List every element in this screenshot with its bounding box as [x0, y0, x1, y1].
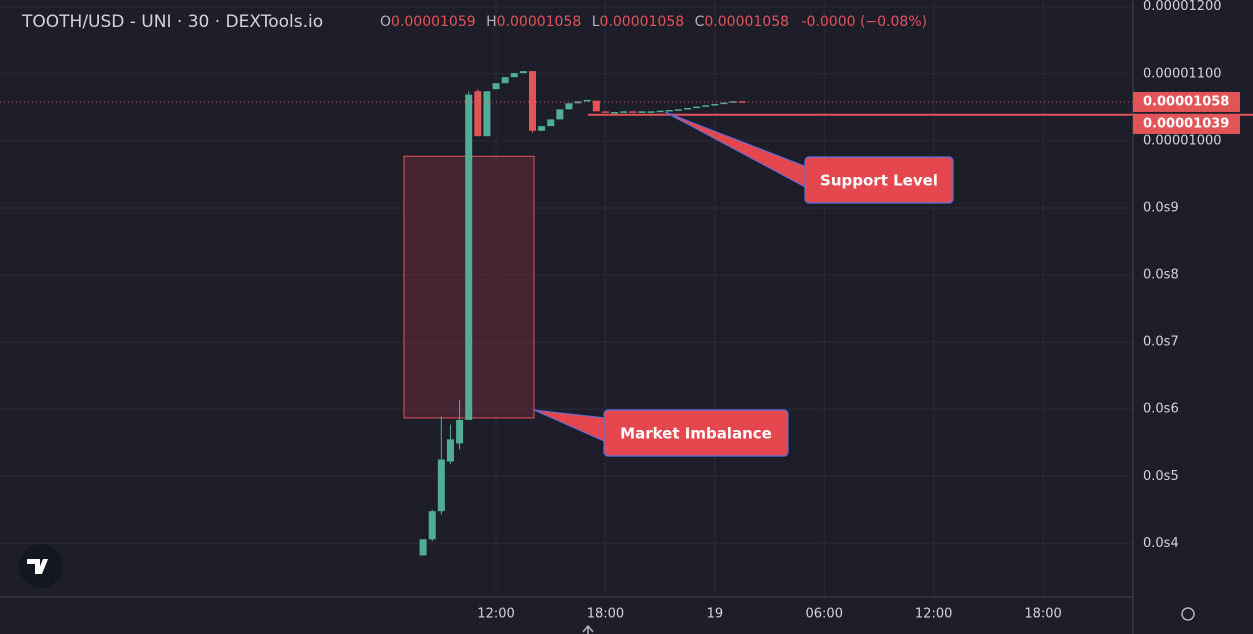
- candle-body: [683, 107, 691, 110]
- candle-body: [665, 110, 673, 112]
- candle-body: [601, 111, 609, 113]
- x-tick-label: 18:00: [1024, 607, 1061, 622]
- plot-area: [0, 71, 1253, 556]
- y-tick-label: 0.0s6: [1143, 402, 1179, 417]
- candle-body: [647, 111, 655, 113]
- candle-body: [538, 126, 546, 131]
- status-key: C: [695, 14, 705, 30]
- callout-box: [603, 409, 789, 457]
- candle-body: [674, 109, 682, 111]
- candle-body: [510, 73, 518, 78]
- callout-label: Market Imbalance: [620, 425, 772, 443]
- candle-body: [437, 459, 445, 512]
- candle-body: [583, 99, 591, 102]
- y-tick-label: 0.0s5: [1143, 469, 1179, 484]
- candle-body: [474, 91, 482, 137]
- status-change: -0.0000 (−0.08%): [801, 14, 927, 30]
- candle-body: [565, 103, 573, 110]
- ohlc-status: O0.00001059 H0.00001058 L0.00001058 C0.0…: [380, 14, 927, 30]
- y-tick-label: 0.00001100: [1143, 66, 1222, 81]
- y-tick-label: 0.0s7: [1143, 335, 1179, 350]
- candle-body: [711, 103, 719, 106]
- logo-mark: [27, 559, 48, 574]
- status-key: H: [486, 14, 497, 30]
- candle-body: [729, 101, 737, 103]
- price-badge-label: 0.00001039: [1143, 116, 1229, 131]
- chart-title: TOOTH/USD - UNI · 30 · DEXTools.io: [21, 12, 323, 32]
- x-tick-label: 18:00: [587, 607, 624, 622]
- grid: [0, 0, 1133, 597]
- candle-body: [428, 511, 436, 540]
- candle-body: [483, 91, 491, 137]
- settings-icon[interactable]: [1181, 607, 1195, 621]
- status-key: O: [380, 14, 391, 30]
- status-value: 0.00001058: [497, 14, 582, 30]
- y-tick-label: 0.0s9: [1143, 200, 1179, 215]
- candle-body: [592, 100, 600, 112]
- status-value: 0.00001058: [704, 14, 789, 30]
- scroll-arrow[interactable]: [582, 624, 594, 634]
- candle-body: [574, 101, 582, 104]
- status-key: L: [592, 14, 600, 30]
- y-tick-label: 0.00001200: [1143, 0, 1222, 14]
- candle-body: [656, 110, 664, 113]
- candle-body: [456, 419, 464, 444]
- status-value: 0.00001058: [600, 14, 685, 30]
- x-tick-label: 12:00: [915, 607, 952, 622]
- x-tick-label: 12:00: [477, 607, 514, 622]
- price-badge: [1133, 113, 1240, 134]
- candle-body: [738, 101, 746, 103]
- candle-body: [446, 439, 454, 462]
- candle-body: [720, 102, 728, 105]
- x-tick-label: 06:00: [806, 607, 843, 622]
- candle-body: [629, 111, 637, 113]
- status-value: 0.00001059: [391, 14, 476, 30]
- y-tick-label: 0.00001000: [1143, 133, 1222, 148]
- x-tick-label: 19: [707, 607, 724, 622]
- candle-body: [702, 105, 710, 107]
- header: TOOTH/USD - UNI · 30 · DEXTools.io O0.00…: [21, 12, 927, 32]
- candle-body: [547, 119, 555, 127]
- price-badge-label: 0.00001058: [1143, 94, 1229, 109]
- candle-body: [501, 77, 509, 84]
- gear[interactable]: [1181, 607, 1195, 621]
- candle-body: [529, 71, 537, 131]
- price-badge: [1133, 91, 1240, 112]
- axes: 0.00001200 0.00001100 0.00001000 0.0s9 0.0s8…: [477, 0, 1240, 622]
- candle-body: [556, 109, 564, 120]
- candle-body: [419, 539, 427, 556]
- y-tick-label: 0.0s4: [1143, 536, 1179, 551]
- candle-body: [519, 71, 527, 74]
- tradingview-logo: [19, 544, 63, 588]
- candle-body: [638, 111, 646, 113]
- candle-body: [693, 106, 701, 109]
- callouts: Support Level Market Imbalance: [533, 111, 954, 457]
- candle-body: [620, 111, 628, 113]
- candle-body: [611, 112, 619, 114]
- candle-body: [465, 94, 473, 420]
- y-tick-label: 0.0s8: [1143, 268, 1179, 283]
- candle-body: [492, 83, 500, 90]
- callout-box: [804, 156, 954, 204]
- callout-label: Support Level: [820, 172, 938, 190]
